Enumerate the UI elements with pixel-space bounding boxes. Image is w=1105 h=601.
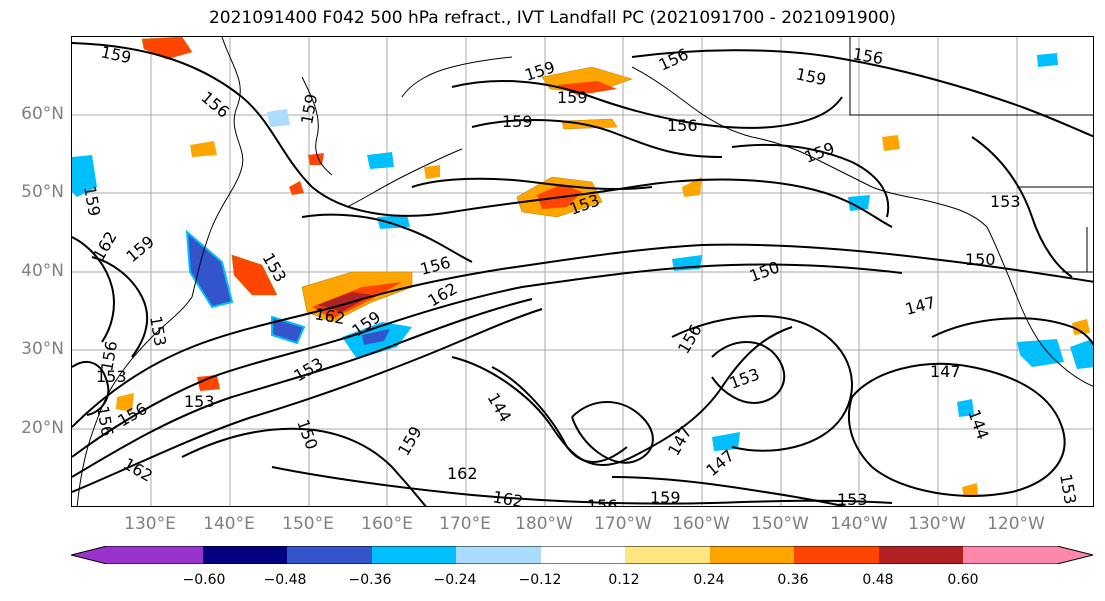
contour-label: 156	[587, 496, 618, 507]
lat-label-40n: 40°N	[21, 261, 64, 281]
contour-label: 159	[794, 64, 828, 89]
colorbar-swatch	[879, 546, 963, 564]
colorbar-swatch	[710, 546, 794, 564]
contour-label: 147	[664, 423, 696, 459]
contour-label: 153	[837, 490, 868, 507]
colorbar-svg	[70, 545, 1094, 565]
colorbar-tick: 0.36	[777, 572, 809, 588]
contour-label: 156	[674, 321, 706, 357]
contour-label: 147	[930, 362, 961, 381]
colorbar-tick: −0.60	[182, 572, 226, 588]
contour-label: 159	[650, 488, 681, 507]
lon-label-150w: 150°W	[751, 514, 809, 534]
colorbar-swatch	[287, 546, 372, 564]
contour-label: 162	[491, 487, 524, 507]
colorbar-swatch	[794, 546, 879, 564]
lon-label-170w: 170°W	[594, 514, 652, 534]
lon-label-140e: 140°E	[203, 514, 255, 534]
contour-label: 153	[727, 364, 762, 392]
lat-label-50n: 50°N	[21, 182, 64, 202]
lon-label-170e: 170°E	[439, 514, 491, 534]
colorbar-swatch	[203, 546, 287, 564]
colorbar-swatch	[456, 546, 541, 564]
colorbar-extend-low	[71, 546, 203, 564]
contour-label: 147	[903, 293, 937, 319]
contour-label: 150	[747, 257, 782, 285]
contour-label: 153	[96, 367, 127, 386]
lon-label-160w: 160°W	[672, 514, 730, 534]
contour-label: 150	[965, 250, 996, 269]
contour-label: 159	[557, 88, 588, 107]
chart-title: 2021091400 F042 500 hPa refract., IVT La…	[208, 8, 896, 28]
contour-label: 144	[964, 407, 992, 442]
contour-lines	[72, 42, 1093, 506]
colorbar-tick: −0.48	[263, 572, 307, 588]
colorbar-tick: 0.12	[608, 572, 640, 588]
contour-label: 159	[122, 232, 158, 266]
contour-label: 162	[89, 228, 121, 264]
lon-label-160e: 160°E	[361, 514, 413, 534]
contour-label: 156	[93, 404, 117, 437]
contour-label: 159	[99, 42, 133, 67]
contour-label: 153	[1056, 472, 1080, 505]
colorbar-swatch	[625, 546, 710, 564]
colorbar-tick: −0.36	[348, 572, 392, 588]
coastlines	[76, 37, 1093, 506]
contour-label: 153	[184, 392, 215, 411]
lon-label-180w: 180°W	[515, 514, 573, 534]
map-panel: 159 156 159 156 159 156 159 159 159 156 …	[71, 36, 1094, 507]
contour-label: 156	[418, 253, 452, 279]
colorbar-extend-high	[963, 546, 1093, 564]
contour-label: 144	[484, 390, 516, 426]
contour-labels: 159 156 159 156 159 156 159 159 159 156 …	[80, 42, 1080, 507]
colorbar-tick: 0.48	[862, 572, 894, 588]
colorbar-tick: −0.12	[518, 572, 562, 588]
contour-label: 156	[656, 44, 692, 74]
lat-label-60n: 60°N	[21, 104, 64, 124]
colorbar-swatch	[372, 546, 456, 564]
lat-label-30n: 30°N	[21, 339, 64, 359]
contour-label: 162	[313, 304, 346, 328]
colorbar-swatch	[541, 546, 625, 564]
lon-label-120w: 120°W	[987, 514, 1045, 534]
contour-label: 156	[197, 88, 233, 122]
colorbar-tick: 0.60	[947, 572, 979, 588]
contour-label: 156	[851, 44, 884, 68]
lon-label-130w: 130°W	[908, 514, 966, 534]
contour-label: 153	[146, 314, 170, 347]
contour-label: 162	[447, 464, 478, 483]
colorbar-tick: −0.24	[433, 572, 477, 588]
contour-label: 156	[667, 116, 698, 135]
lon-label-150e: 150°E	[282, 514, 334, 534]
lat-label-20n: 20°N	[21, 418, 64, 438]
contour-label: 159	[80, 184, 104, 217]
colorbar-tick: 0.24	[693, 572, 725, 588]
contour-label: 159	[394, 423, 426, 459]
contour-label: 147	[702, 446, 738, 480]
lon-label-130e: 130°E	[124, 514, 176, 534]
colorbar	[70, 545, 1095, 568]
contour-label: 150	[293, 417, 321, 452]
contour-label: 159	[802, 138, 837, 166]
map-svg: 159 156 159 156 159 156 159 159 159 156 …	[72, 37, 1093, 507]
contour-label: 159	[502, 112, 533, 131]
colorbar-swatches	[70, 545, 1094, 565]
lon-label-140w: 140°W	[830, 514, 888, 534]
contour-label: 153	[291, 354, 327, 386]
contour-label: 153	[990, 192, 1021, 211]
